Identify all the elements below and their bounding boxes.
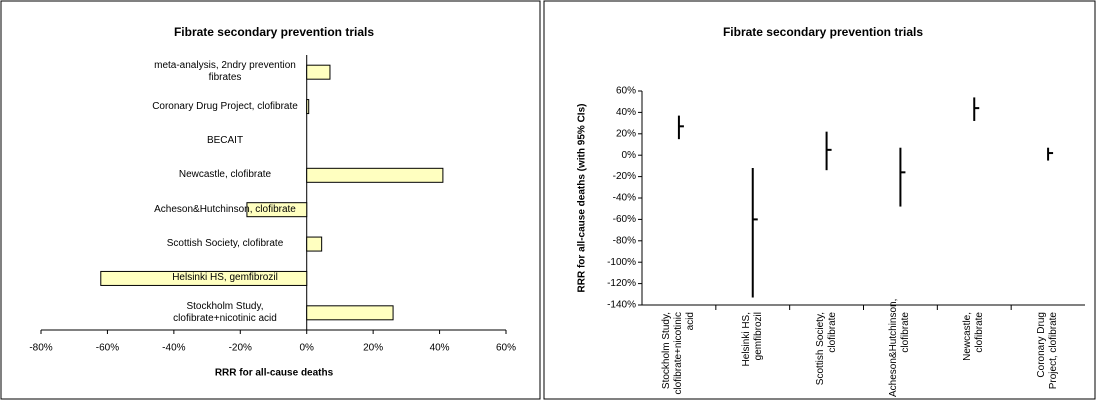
y-tick-label: 20% <box>616 128 636 139</box>
category-label: Newcastle, clofibrate <box>962 312 986 361</box>
bar <box>100 270 308 286</box>
category-label: Helsinki HS, gemfibrozil <box>740 312 764 367</box>
y-tick-label: 0% <box>622 150 637 161</box>
x-axis-title: RRR for all-cause deaths <box>215 368 334 379</box>
y-tick-label: -20% <box>613 171 636 182</box>
category-label: Acheson&Hutchinson, clofibrate <box>888 298 912 397</box>
category-label: meta-analysis, 2ndry prevention fibrates <box>154 60 296 84</box>
y-axis-title: RRR for all-cause deaths (with 95% CIs) <box>577 104 588 293</box>
chart-title: Fibrate secondary prevention trials <box>723 25 923 39</box>
x-tick-label: -60% <box>96 343 119 354</box>
bar <box>246 202 308 218</box>
category-label: Newcastle, clofibrate <box>178 169 272 181</box>
right-panel <box>543 0 1096 400</box>
bar <box>306 236 323 252</box>
category-label: Scottish Society, clofibrate <box>814 312 838 386</box>
category-label: Stockholm Study, clofibrate+nicotinic ac… <box>173 300 277 324</box>
category-label: Coronary Drug Project, clofibrate <box>152 100 298 112</box>
bar <box>306 99 310 115</box>
x-tick-label: -40% <box>162 343 185 354</box>
category-label: BECAIT <box>206 134 244 146</box>
y-tick-label: 60% <box>616 86 636 97</box>
category-label: Acheson&Hutchinson, clofibrate <box>154 203 296 215</box>
x-tick-label: -80% <box>29 343 52 354</box>
x-tick-label: 20% <box>363 343 383 354</box>
x-tick-label: 60% <box>496 343 516 354</box>
x-tick-label: -20% <box>229 343 252 354</box>
chart-title: Fibrate secondary prevention trials <box>174 25 374 39</box>
category-label: Helsinki HS, gemfibrozil <box>172 272 278 284</box>
bar <box>306 167 444 183</box>
y-tick-label: -120% <box>607 278 636 289</box>
y-tick-label: -100% <box>607 257 636 268</box>
y-tick-label: -60% <box>613 214 636 225</box>
category-label: Scottish Society, clofibrate <box>166 238 284 250</box>
x-tick-label: 0% <box>299 343 314 354</box>
y-tick-label: -40% <box>613 193 636 204</box>
y-tick-label: -80% <box>613 235 636 246</box>
y-tick-label: 40% <box>616 107 636 118</box>
y-tick-label: -140% <box>607 300 636 311</box>
category-label: Coronary Drug Project, clofibrate <box>1036 312 1060 390</box>
x-tick-label: 40% <box>430 343 450 354</box>
bar <box>306 64 331 80</box>
bar <box>306 305 394 321</box>
category-label: Stockholm Study, clofibrate+nicotinic ac… <box>660 312 696 395</box>
left-panel <box>0 0 541 400</box>
